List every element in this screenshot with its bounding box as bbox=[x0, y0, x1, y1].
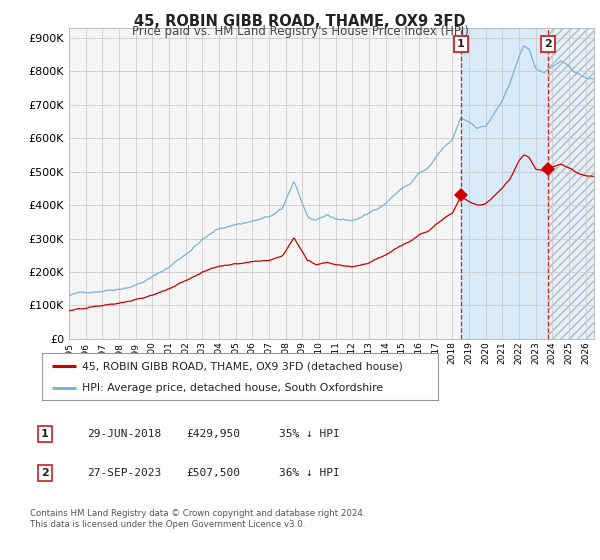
Bar bbox=[461, 28, 548, 339]
Text: 2: 2 bbox=[41, 468, 49, 478]
Text: Price paid vs. HM Land Registry's House Price Index (HPI): Price paid vs. HM Land Registry's House … bbox=[131, 25, 469, 38]
Text: 1: 1 bbox=[457, 39, 464, 49]
Text: 36% ↓ HPI: 36% ↓ HPI bbox=[279, 468, 340, 478]
Text: 45, ROBIN GIBB ROAD, THAME, OX9 3FD (detached house): 45, ROBIN GIBB ROAD, THAME, OX9 3FD (det… bbox=[82, 361, 403, 371]
Text: 27-SEP-2023: 27-SEP-2023 bbox=[87, 468, 161, 478]
Text: 2: 2 bbox=[544, 39, 552, 49]
Text: HPI: Average price, detached house, South Oxfordshire: HPI: Average price, detached house, Sout… bbox=[82, 383, 383, 393]
Text: £429,950: £429,950 bbox=[186, 429, 240, 439]
Text: 1: 1 bbox=[41, 429, 49, 439]
Bar bbox=[548, 28, 594, 339]
Text: £507,500: £507,500 bbox=[186, 468, 240, 478]
Text: 45, ROBIN GIBB ROAD, THAME, OX9 3FD: 45, ROBIN GIBB ROAD, THAME, OX9 3FD bbox=[134, 14, 466, 29]
Text: Contains HM Land Registry data © Crown copyright and database right 2024.: Contains HM Land Registry data © Crown c… bbox=[30, 509, 365, 518]
Text: 29-JUN-2018: 29-JUN-2018 bbox=[87, 429, 161, 439]
Text: This data is licensed under the Open Government Licence v3.0.: This data is licensed under the Open Gov… bbox=[30, 520, 305, 529]
Text: 35% ↓ HPI: 35% ↓ HPI bbox=[279, 429, 340, 439]
